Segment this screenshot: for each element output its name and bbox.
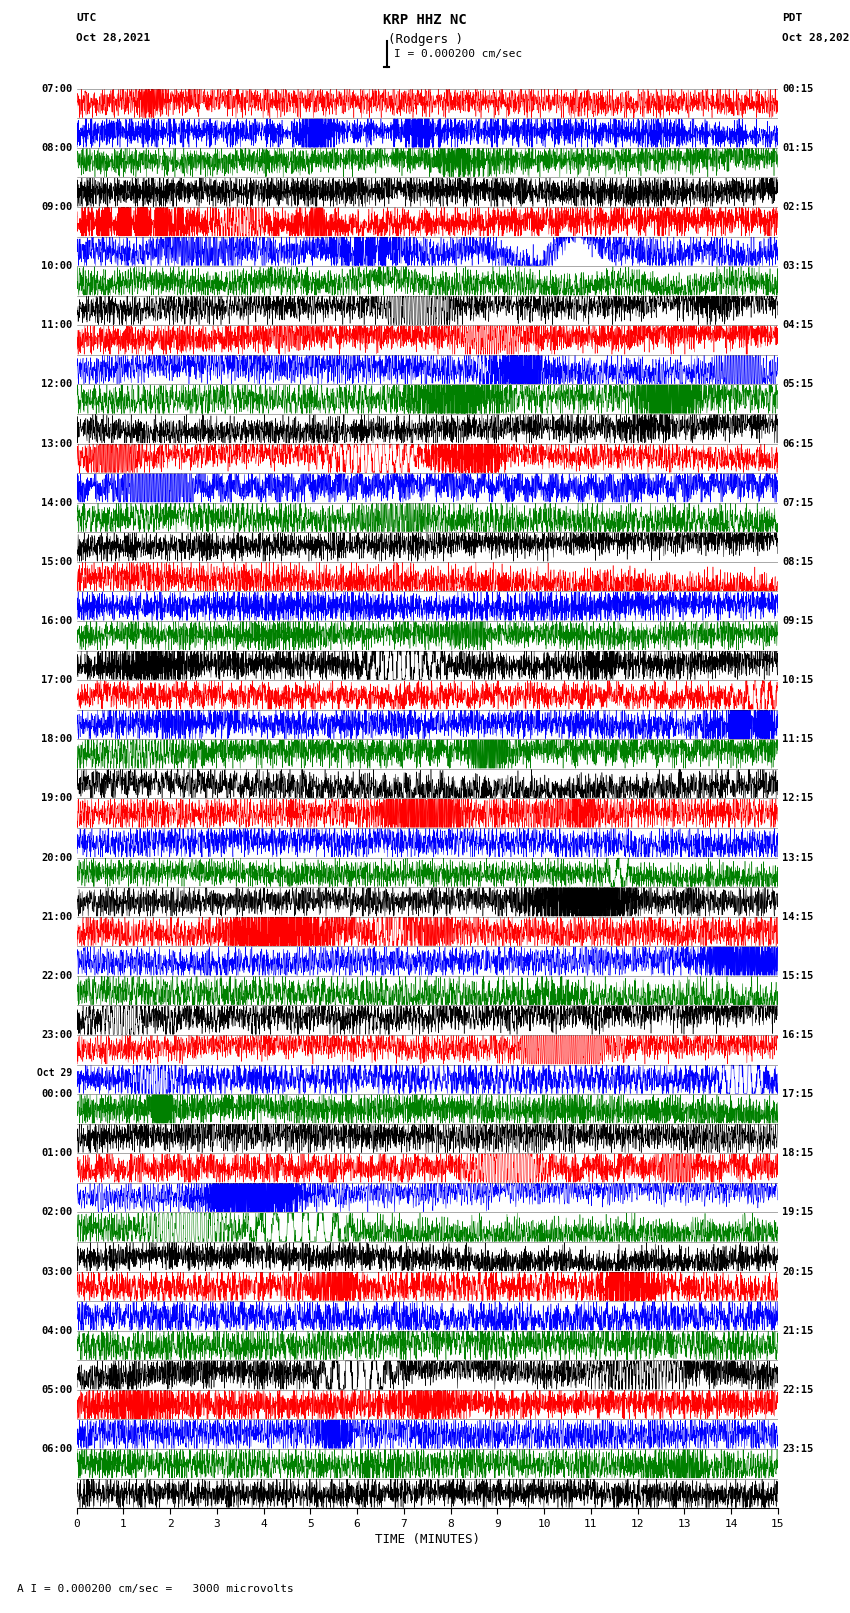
Text: 01:00: 01:00 [41, 1148, 72, 1158]
Text: 17:15: 17:15 [782, 1089, 813, 1098]
Text: 07:15: 07:15 [782, 498, 813, 508]
Text: 14:00: 14:00 [41, 498, 72, 508]
Text: 18:15: 18:15 [782, 1148, 813, 1158]
Text: 19:00: 19:00 [41, 794, 72, 803]
Text: 15:00: 15:00 [41, 556, 72, 566]
Text: 09:15: 09:15 [782, 616, 813, 626]
Text: (Rodgers ): (Rodgers ) [388, 32, 462, 45]
Text: 16:15: 16:15 [782, 1031, 813, 1040]
Text: 03:15: 03:15 [782, 261, 813, 271]
Text: Oct 29: Oct 29 [37, 1068, 72, 1079]
Text: A I = 0.000200 cm/sec =   3000 microvolts: A I = 0.000200 cm/sec = 3000 microvolts [17, 1584, 294, 1594]
Text: UTC: UTC [76, 13, 97, 23]
X-axis label: TIME (MINUTES): TIME (MINUTES) [375, 1532, 479, 1545]
Text: 00:00: 00:00 [41, 1089, 72, 1098]
Text: 07:00: 07:00 [41, 84, 72, 94]
Text: 18:00: 18:00 [41, 734, 72, 744]
Text: 10:15: 10:15 [782, 676, 813, 686]
Text: 01:15: 01:15 [782, 144, 813, 153]
Text: 04:15: 04:15 [782, 321, 813, 331]
Text: 16:00: 16:00 [41, 616, 72, 626]
Text: 13:15: 13:15 [782, 853, 813, 863]
Text: 11:00: 11:00 [41, 321, 72, 331]
Text: 08:15: 08:15 [782, 556, 813, 566]
Text: 00:15: 00:15 [782, 84, 813, 94]
Text: Oct 28,2021: Oct 28,2021 [76, 32, 150, 42]
Text: 17:00: 17:00 [41, 676, 72, 686]
Text: 21:00: 21:00 [41, 911, 72, 921]
Text: 19:15: 19:15 [782, 1208, 813, 1218]
Text: 21:15: 21:15 [782, 1326, 813, 1336]
Text: 05:00: 05:00 [41, 1386, 72, 1395]
Text: 03:00: 03:00 [41, 1266, 72, 1276]
Text: KRP HHZ NC: KRP HHZ NC [383, 13, 467, 27]
Text: 08:00: 08:00 [41, 144, 72, 153]
Text: 22:15: 22:15 [782, 1386, 813, 1395]
Text: 20:15: 20:15 [782, 1266, 813, 1276]
Text: PDT: PDT [782, 13, 802, 23]
Text: 15:15: 15:15 [782, 971, 813, 981]
Text: 23:00: 23:00 [41, 1031, 72, 1040]
Text: 06:15: 06:15 [782, 439, 813, 448]
Text: 20:00: 20:00 [41, 853, 72, 863]
Text: 05:15: 05:15 [782, 379, 813, 389]
Text: 13:00: 13:00 [41, 439, 72, 448]
Text: 14:15: 14:15 [782, 911, 813, 921]
Text: 06:00: 06:00 [41, 1444, 72, 1453]
Text: 02:15: 02:15 [782, 202, 813, 211]
Text: 04:00: 04:00 [41, 1326, 72, 1336]
Text: 09:00: 09:00 [41, 202, 72, 211]
Text: I = 0.000200 cm/sec: I = 0.000200 cm/sec [394, 48, 522, 58]
Text: 23:15: 23:15 [782, 1444, 813, 1453]
Text: 22:00: 22:00 [41, 971, 72, 981]
Text: 02:00: 02:00 [41, 1208, 72, 1218]
Text: 11:15: 11:15 [782, 734, 813, 744]
Text: Oct 28,2021: Oct 28,2021 [782, 32, 850, 42]
Text: 12:15: 12:15 [782, 794, 813, 803]
Text: 12:00: 12:00 [41, 379, 72, 389]
Text: 10:00: 10:00 [41, 261, 72, 271]
